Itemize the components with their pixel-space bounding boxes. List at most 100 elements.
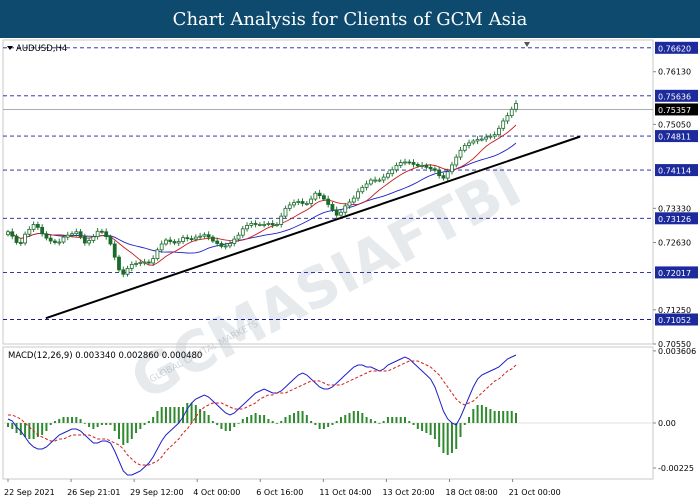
price-tick-label: 0.70550 [658,340,691,349]
candle-body [202,234,207,237]
histogram-bar [339,417,342,423]
histogram-bar [352,411,355,423]
candle-body [151,258,156,264]
histogram-bar [293,413,296,423]
candle-body [304,203,309,205]
candle-body [505,115,510,122]
level-tag-label: 0.76620 [658,44,691,53]
macd-histogram [7,403,517,455]
candle-body [134,263,138,265]
histogram-bar [267,419,270,423]
price-tick-label: 0.71250 [658,306,691,315]
chart-canvas[interactable]: GCMASIAFTBI GLOBAL CAPITAL MARKETS 0.766… [0,38,700,500]
time-label: 18 Oct 08:00 [446,488,498,497]
candle-body [424,165,429,168]
candle-body [364,183,369,188]
histogram-bar [395,417,398,423]
candle-body [275,224,279,226]
histogram-bar [233,423,236,427]
histogram-bar [126,423,129,443]
candle-body [35,224,40,228]
candle-body [23,233,27,244]
trading-chart[interactable]: GCMASIAFTBI GLOBAL CAPITAL MARKETS 0.766… [0,38,700,500]
histogram-bar [404,417,407,423]
candle-body [343,205,348,213]
time-label: 11 Oct 04:00 [319,488,371,497]
candle-body [390,169,395,175]
candle-body [117,256,121,271]
histogram-bar [476,405,479,423]
level-tag [655,41,698,54]
candle-body [236,234,241,240]
candle-body [206,234,211,238]
time-label: 13 Oct 20:00 [382,488,434,497]
histogram-bar [135,423,138,433]
candle-body [40,226,45,235]
histogram-bar [199,409,202,423]
histogram-bar [254,413,257,423]
candle-body [326,198,331,205]
level-tag [655,212,698,225]
signal-line [8,360,517,466]
candle-body [475,139,480,142]
histogram-bar [122,423,125,445]
candle-body [450,164,454,173]
candle-body [176,241,181,244]
histogram-bar [220,423,223,429]
histogram-bar [331,423,334,425]
candle-body [454,156,459,166]
level-tag-label: 0.71052 [658,316,691,325]
candle-body [488,135,493,138]
histogram-bar [305,415,308,423]
candle-body [121,269,126,275]
histogram-bar [369,419,372,423]
candle-body [287,204,292,209]
histogram-bar [241,419,244,423]
macd-panel: 0.003606 0.00 -0.00225 MACD(12,26,9) 0.003… [2,346,696,480]
candle-body [266,223,271,225]
histogram-bar [382,421,385,423]
candle-body [257,224,262,226]
candle-body [18,242,23,244]
macd-tick-label: -0.00225 [658,464,694,473]
macd-lines [7,354,517,476]
histogram-bar [216,423,219,425]
macd-panel-frame [2,346,654,480]
histogram-bar [361,413,364,423]
histogram-bar [41,423,44,435]
chart-shift-marker-icon[interactable] [524,42,530,47]
candle-body [91,236,96,241]
level-tag [655,266,698,279]
support-resistance-levels: 0.76620 0.75636 0.74811 0.74114 0.73126 0.720… [3,41,698,326]
candle-body [155,249,160,260]
histogram-bar [203,411,206,423]
price-tick-label: 0.72630 [658,239,691,248]
histogram-bar [207,415,210,423]
histogram-bar [515,413,517,423]
histogram-bar [113,423,116,431]
histogram-bar [156,411,159,423]
histogram-bar [288,415,291,423]
histogram-bar [194,405,197,423]
histogram-bar [160,407,163,423]
candle-body [193,236,198,240]
histogram-bar [88,423,91,427]
candle-body [185,237,190,240]
histogram-bar [301,411,304,423]
histogram-bar [327,423,330,427]
histogram-bar [506,411,509,423]
candle-body [373,179,378,182]
histogram-bar [408,421,411,423]
candle-body [189,238,194,241]
histogram-bar [79,419,82,423]
candle-body [245,225,249,230]
histogram-bar [280,421,283,423]
level-tag-label: 0.75636 [658,92,691,101]
histogram-bar [275,423,278,424]
level-tag-label: 0.73126 [658,215,691,224]
histogram-bar [62,417,65,423]
time-label: 4 Oct 00:00 [193,488,240,497]
candle-body [484,136,489,140]
histogram-bar [15,423,18,433]
candle-body [514,103,518,110]
